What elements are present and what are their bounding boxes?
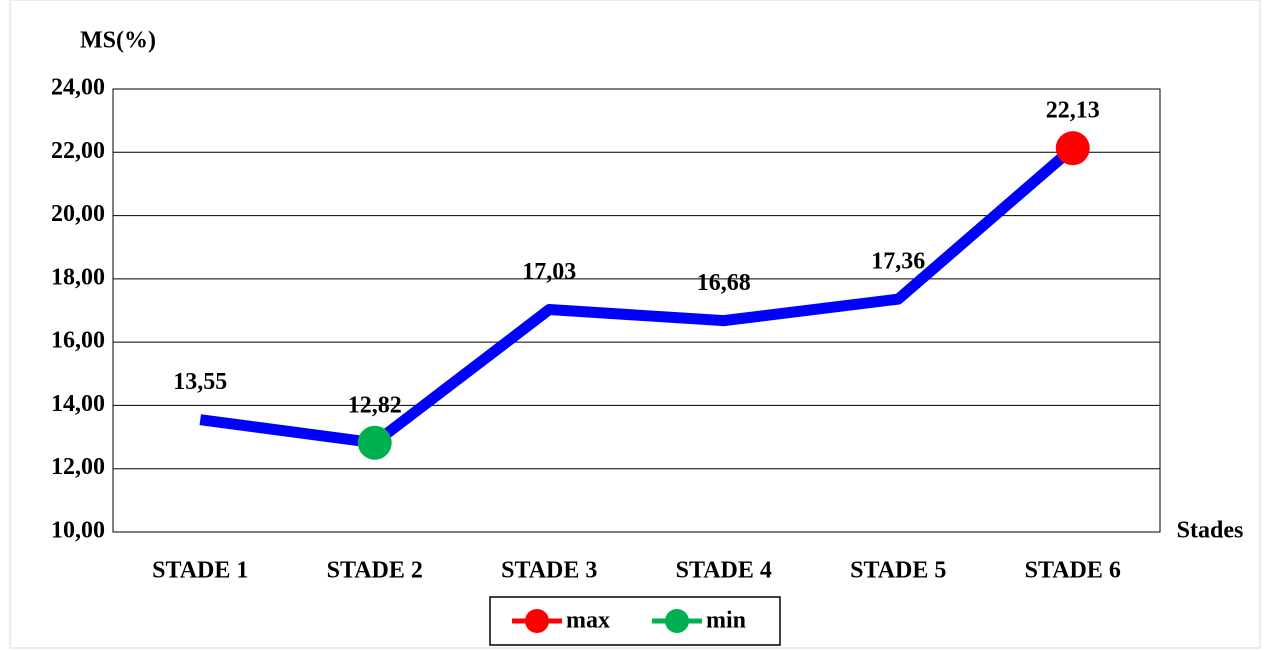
chart: MS(%) Stades 10,00 12,00 14,00 16,00 18,00 20…	[0, 0, 1266, 650]
data-label: 16,68	[697, 270, 751, 296]
data-line	[200, 148, 1073, 443]
y-axis-title: MS(%)	[80, 28, 156, 54]
x-tick-label: STADE 5	[850, 558, 946, 584]
data-label: 13,55	[173, 369, 227, 395]
x-tick-label: STADE 4	[676, 558, 772, 584]
y-tick-label: 12,00	[51, 454, 105, 480]
legend-label: max	[566, 608, 610, 634]
y-tick-label: 14,00	[51, 391, 105, 417]
data-label: 17,36	[871, 249, 925, 275]
legend-label: min	[706, 608, 746, 634]
x-tick-label: STADE 6	[1025, 558, 1121, 584]
x-tick-label: STADE 3	[501, 558, 597, 584]
legend-marker	[665, 609, 689, 633]
y-tick-label: 18,00	[51, 264, 105, 290]
marker-max	[1056, 131, 1090, 165]
x-tick-label: STADE 1	[152, 558, 248, 584]
x-axis-title: Stades	[1177, 518, 1244, 544]
y-tick-label: 16,00	[51, 328, 105, 354]
y-tick-label: 10,00	[51, 518, 105, 544]
x-tick-label: STADE 2	[327, 558, 423, 584]
y-tick-label: 24,00	[51, 75, 105, 101]
y-tick-label: 22,00	[51, 138, 105, 164]
data-label: 17,03	[522, 259, 576, 285]
marker-min	[358, 426, 392, 460]
y-tick-label: 20,00	[51, 201, 105, 227]
data-label: 22,13	[1046, 98, 1100, 124]
legend-marker	[525, 609, 549, 633]
data-label: 12,82	[348, 392, 402, 418]
